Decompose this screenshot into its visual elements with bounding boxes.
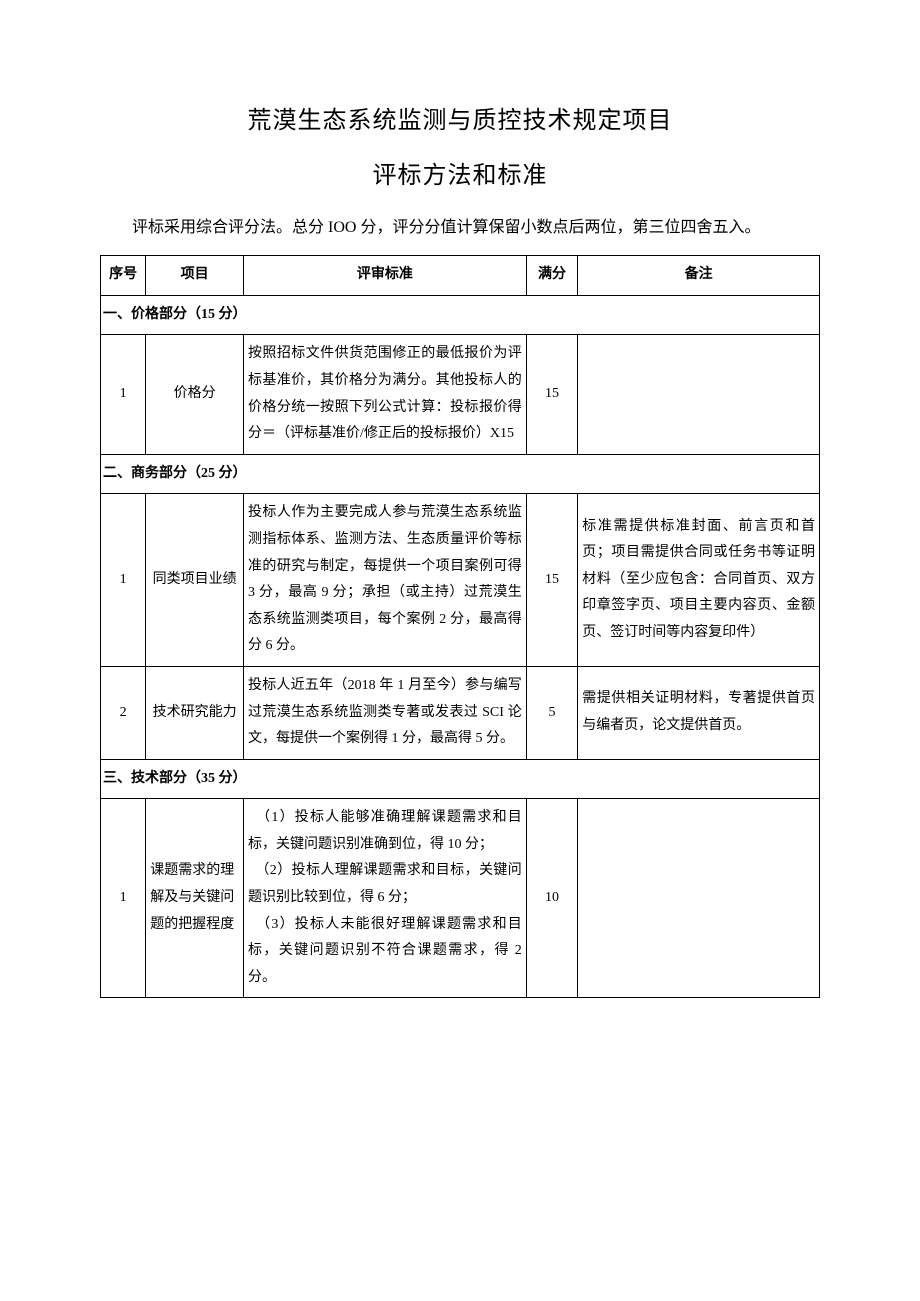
cell-price-score: 15	[526, 335, 577, 454]
doc-title-line2: 评标方法和标准	[100, 155, 820, 190]
cell-price-seq: 1	[101, 335, 146, 454]
section-business: 二、商务部分（25 分）	[101, 454, 820, 494]
row-biz1: 1 同类项目业绩 投标人作为主要完成人参与荒漠生态系统监测指标体系、监测方法、生…	[101, 494, 820, 667]
cell-tech1-note	[578, 799, 820, 998]
cell-tech1-project: 课题需求的理解及与关键问题的把握程度	[146, 799, 244, 998]
cell-tech1-score: 10	[526, 799, 577, 998]
section-tech-label: 三、技术部分（35 分）	[101, 759, 820, 799]
th-project: 项目	[146, 256, 244, 296]
th-seq: 序号	[101, 256, 146, 296]
row-price: 1 价格分 按照招标文件供货范围修正的最低报价为评标基准价，其价格分为满分。其他…	[101, 335, 820, 454]
section-price-label: 一、价格部分（15 分）	[101, 295, 820, 335]
cell-biz2-score: 5	[526, 666, 577, 759]
doc-title-line1: 荒漠生态系统监测与质控技术规定项目	[100, 100, 820, 135]
cell-biz1-score: 15	[526, 494, 577, 667]
cell-biz2-note: 需提供相关证明材料，专著提供首页与编者页，论文提供首页。	[578, 666, 820, 759]
intro-paragraph: 评标采用综合评分法。总分 IOO 分，评分分值计算保留小数点后两位，第三位四舍五…	[100, 210, 820, 245]
cell-price-project: 价格分	[146, 335, 244, 454]
section-price: 一、价格部分（15 分）	[101, 295, 820, 335]
cell-tech1-seq: 1	[101, 799, 146, 998]
cell-price-note	[578, 335, 820, 454]
cell-biz1-note: 标准需提供标准封面、前言页和首页；项目需提供合同或任务书等证明材料（至少应包含：…	[578, 494, 820, 667]
page: 荒漠生态系统监测与质控技术规定项目 评标方法和标准 评标采用综合评分法。总分 I…	[0, 0, 920, 1301]
table-header-row: 序号 项目 评审标准 满分 备注	[101, 256, 820, 296]
scoring-table: 序号 项目 评审标准 满分 备注 一、价格部分（15 分） 1 价格分 按照招标…	[100, 255, 820, 998]
cell-biz2-standard: 投标人近五年（2018 年 1 月至今）参与编写过荒漠生态系统监测类专著或发表过…	[243, 666, 526, 759]
cell-price-standard: 按照招标文件供货范围修正的最低报价为评标基准价，其价格分为满分。其他投标人的价格…	[243, 335, 526, 454]
section-business-label: 二、商务部分（25 分）	[101, 454, 820, 494]
row-tech1: 1 课题需求的理解及与关键问题的把握程度 （1）投标人能够准确理解课题需求和目标…	[101, 799, 820, 998]
cell-biz1-project: 同类项目业绩	[146, 494, 244, 667]
cell-biz1-standard: 投标人作为主要完成人参与荒漠生态系统监测指标体系、监测方法、生态质量评价等标准的…	[243, 494, 526, 667]
th-score: 满分	[526, 256, 577, 296]
cell-tech1-standard: （1）投标人能够准确理解课题需求和目标，关键问题识别准确到位，得 10 分； （…	[243, 799, 526, 998]
cell-biz2-seq: 2	[101, 666, 146, 759]
th-standard: 评审标准	[243, 256, 526, 296]
th-note: 备注	[578, 256, 820, 296]
cell-biz2-project: 技术研究能力	[146, 666, 244, 759]
row-biz2: 2 技术研究能力 投标人近五年（2018 年 1 月至今）参与编写过荒漠生态系统…	[101, 666, 820, 759]
cell-biz1-seq: 1	[101, 494, 146, 667]
section-tech: 三、技术部分（35 分）	[101, 759, 820, 799]
